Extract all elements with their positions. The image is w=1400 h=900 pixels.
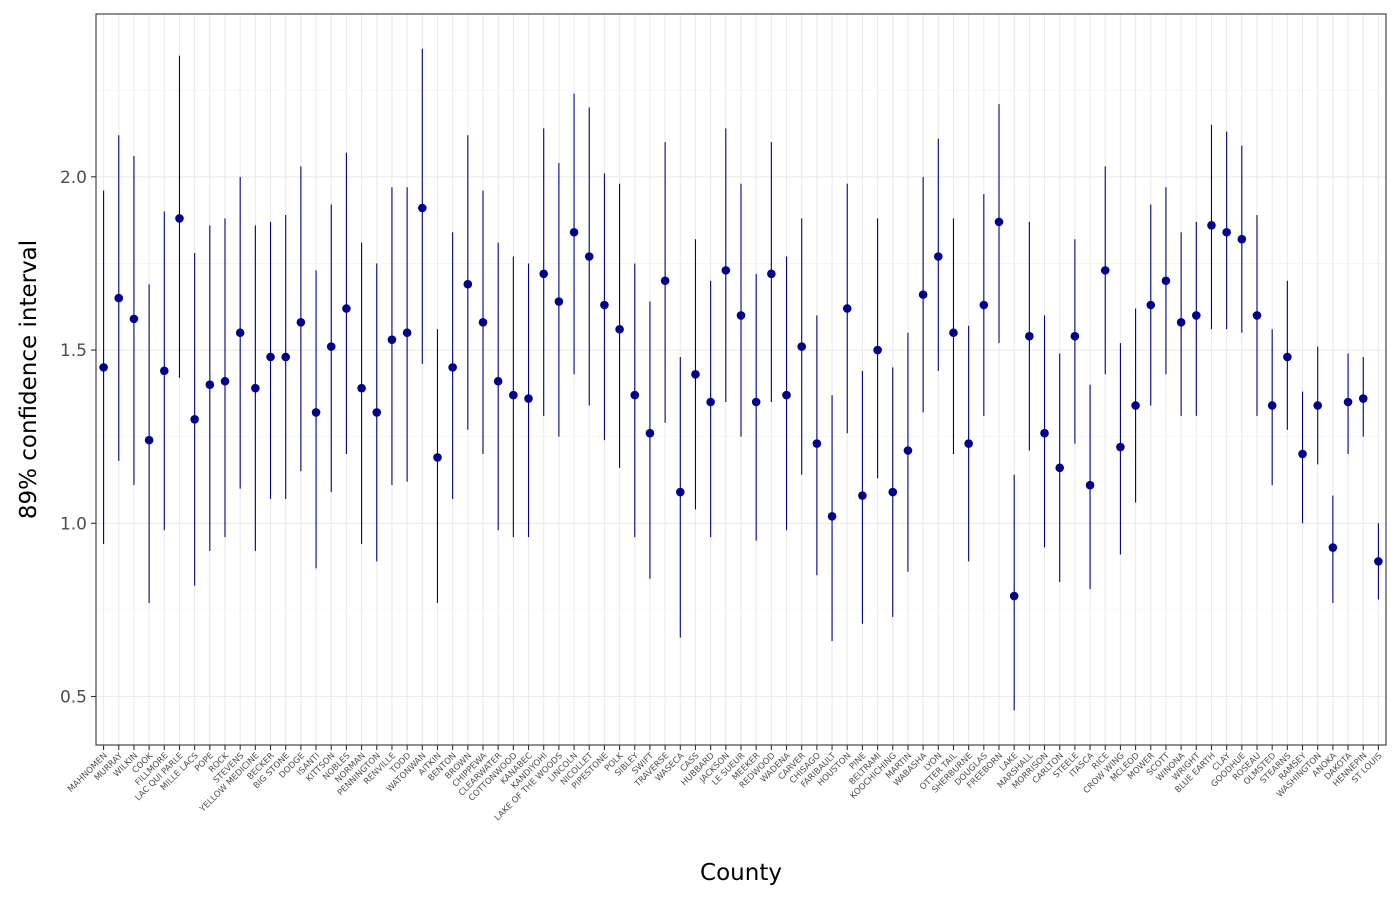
estimate-point <box>311 408 321 417</box>
estimate-point <box>554 297 564 306</box>
estimate-point <box>751 397 761 407</box>
estimate-point <box>1055 463 1065 473</box>
estimate-point <box>660 276 670 286</box>
estimate-point <box>706 397 715 407</box>
estimate-point <box>1267 401 1277 410</box>
estimate-point <box>1343 397 1353 407</box>
estimate-point <box>1176 318 1186 327</box>
estimate-point <box>918 290 928 299</box>
estimate-point <box>645 428 655 438</box>
estimate-point <box>433 453 442 462</box>
estimate-point <box>478 318 488 327</box>
estimate-point <box>175 214 184 223</box>
estimate-point <box>129 314 139 324</box>
estimate-point <box>1358 394 1368 403</box>
estimate-point <box>190 415 199 424</box>
estimate-point <box>463 279 473 289</box>
estimate-point <box>615 324 624 334</box>
y-axis: 0.5 1.0 1.5 2.0 <box>60 168 96 707</box>
y-tick-label: 1.0 <box>60 514 87 534</box>
estimate-point <box>827 512 837 521</box>
estimate-point <box>1222 227 1231 237</box>
estimate-point <box>1146 300 1156 310</box>
estimate-point <box>994 217 1004 227</box>
estimate-point <box>1131 401 1140 410</box>
estimate-point <box>1040 428 1049 438</box>
estimate-point <box>342 304 351 313</box>
estimate-point <box>979 300 989 310</box>
estimate-point <box>114 293 124 303</box>
estimate-point <box>1374 557 1383 566</box>
interval-marks <box>99 48 1383 711</box>
y-tick-label: 1.5 <box>60 341 87 361</box>
estimate-point <box>448 363 457 372</box>
y-tick-label: 2.0 <box>60 168 87 188</box>
estimate-point <box>1100 266 1110 275</box>
y-axis-title: 89% confidence interval <box>16 240 42 519</box>
estimate-point <box>933 252 943 261</box>
estimate-point <box>159 366 169 376</box>
estimate-point <box>812 439 822 448</box>
estimate-point <box>1009 591 1019 601</box>
estimate-point <box>1025 331 1034 341</box>
estimate-point <box>1207 221 1216 230</box>
estimate-point <box>797 342 807 351</box>
estimate-point <box>99 363 108 372</box>
estimate-point <box>1298 449 1307 459</box>
estimate-point <box>357 383 366 393</box>
estimate-point <box>417 203 427 213</box>
estimate-point <box>1237 234 1247 244</box>
estimate-point <box>251 383 260 393</box>
estimate-point <box>767 269 776 279</box>
estimate-point <box>782 390 791 400</box>
estimate-point <box>402 328 412 338</box>
x-axis-title: County <box>700 860 782 886</box>
estimate-point <box>584 252 594 261</box>
estimate-point <box>1085 480 1095 490</box>
estimate-point <box>858 491 867 500</box>
estimate-point <box>1161 276 1171 286</box>
estimate-point <box>873 345 882 355</box>
estimate-point <box>1070 331 1080 341</box>
estimate-point <box>1191 311 1201 320</box>
estimate-point <box>949 328 958 338</box>
estimate-point <box>888 487 898 497</box>
y-tick-label: 0.5 <box>60 687 87 707</box>
estimate-point <box>903 446 913 455</box>
estimate-point <box>1116 442 1125 452</box>
estimate-point <box>1252 311 1262 320</box>
estimate-point <box>691 370 700 379</box>
estimate-point <box>1313 401 1323 410</box>
estimate-point <box>493 376 503 386</box>
estimate-point <box>326 342 336 351</box>
estimate-point <box>842 304 852 313</box>
estimate-point <box>509 390 518 400</box>
estimate-point <box>721 266 731 275</box>
estimate-point <box>539 269 549 279</box>
estimate-point <box>675 487 685 497</box>
estimate-point <box>281 352 291 362</box>
estimate-point <box>235 328 245 338</box>
estimate-point <box>372 408 382 417</box>
estimate-point <box>1283 352 1292 362</box>
estimate-point <box>266 352 275 362</box>
estimate-point <box>387 335 397 344</box>
estimate-point <box>205 380 215 389</box>
estimate-point <box>220 376 230 386</box>
estimate-point <box>630 390 640 400</box>
estimate-point <box>736 311 746 320</box>
estimate-point <box>524 394 533 403</box>
estimate-point <box>296 318 306 327</box>
estimate-point <box>569 227 579 237</box>
estimate-point <box>964 439 973 448</box>
estimate-point <box>144 435 154 445</box>
estimate-point <box>1328 543 1338 552</box>
estimate-point <box>600 300 609 310</box>
